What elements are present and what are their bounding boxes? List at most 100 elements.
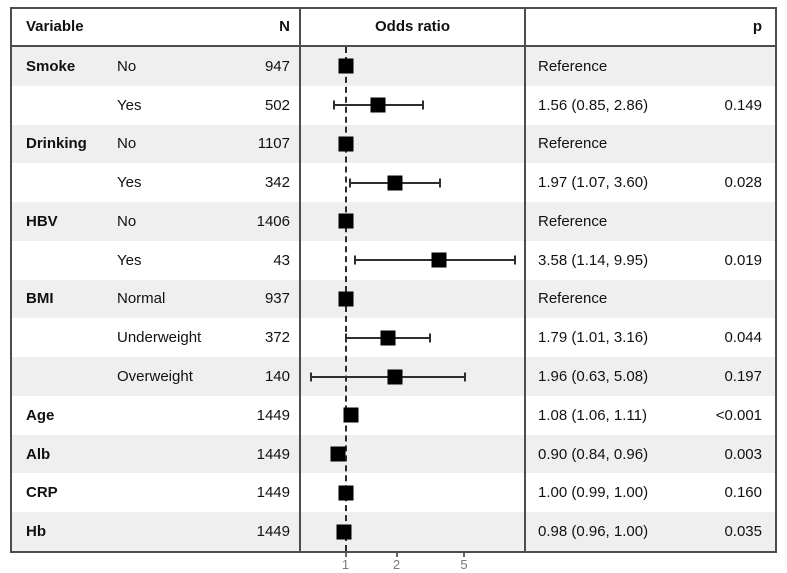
table-row: Alb 1449 0.90 (0.84, 0.96) 0.003: [12, 434, 775, 474]
axis-tick-label: 5: [460, 557, 468, 572]
cell-level: No: [117, 57, 137, 75]
table-row: CRP 1449 1.00 (0.99, 1.00) 0.160: [12, 473, 775, 513]
cell-p-value: 0.160: [724, 484, 762, 502]
cell-or-text: 1.08 (1.06, 1.11): [538, 406, 647, 424]
table-row: Drinking No 1107 Reference: [12, 124, 775, 164]
table-row: Overweight 140 1.96 (0.63, 5.08) 0.197: [12, 357, 775, 396]
axis-tick-label: 2: [392, 557, 401, 572]
cell-n: 502: [264, 96, 290, 114]
cell-p-value: 0.044: [724, 329, 762, 347]
odds-ratio-marker: [338, 485, 353, 501]
table-row: Age 1449 1.08 (1.06, 1.11) <0.001: [12, 395, 775, 435]
column-header-n: N: [279, 18, 290, 35]
ci-whisker-cap: [438, 178, 441, 188]
cell-level: Yes: [117, 96, 142, 114]
ci-whisker-cap: [421, 100, 424, 110]
ci-whisker-cap: [464, 372, 467, 381]
cell-or-text: 1.56 (0.85, 2.86): [538, 96, 649, 114]
cell-n: 140: [264, 368, 290, 385]
cell-or-text: 1.96 (0.63, 5.08): [538, 368, 649, 385]
cell-variable: Alb: [26, 445, 51, 463]
odds-ratio-marker: [370, 97, 386, 113]
ci-whisker-cap: [332, 100, 335, 110]
cell-variable: Age: [26, 406, 55, 424]
cell-n: 947: [264, 57, 290, 75]
cell-variable: Smoke: [26, 57, 76, 75]
table-header-row: Variable N Odds ratio p: [12, 9, 775, 47]
cell-n: 937: [264, 290, 290, 308]
cell-or-text: 3.58 (1.14, 9.95): [538, 251, 649, 269]
cell-variable: BMI: [26, 290, 54, 308]
cell-or-text: 1.97 (1.07, 3.60): [538, 174, 649, 192]
panel-divider-left: [299, 9, 301, 551]
ci-whisker-cap: [429, 333, 432, 343]
cell-variable: HBV: [26, 212, 58, 230]
odds-ratio-marker: [336, 524, 352, 540]
cell-level: No: [117, 135, 137, 153]
cell-or-text: Reference: [538, 135, 608, 153]
cell-variable: CRP: [26, 484, 58, 502]
odds-ratio-marker: [338, 213, 353, 229]
table-row: Yes 502 1.56 (0.85, 2.86) 0.149: [12, 85, 775, 125]
axis-tick-mark: [395, 553, 398, 557]
cell-level: Normal: [117, 290, 166, 308]
odds-ratio-marker: [338, 291, 353, 307]
cell-n: 1449: [256, 406, 290, 424]
cell-n: 1406: [256, 212, 290, 230]
cell-p-value: 0.035: [724, 523, 762, 541]
cell-p-value: 0.149: [724, 96, 762, 114]
odds-ratio-marker: [338, 136, 353, 152]
table-row: BMI Normal 937 Reference: [12, 279, 775, 319]
cell-or-text: Reference: [538, 212, 608, 230]
forest-table: Variable N Odds ratio p Smoke No 947 Refere…: [10, 7, 777, 553]
axis-tick-mark: [462, 553, 465, 557]
x-axis: 1 2 5: [12, 553, 775, 573]
cell-n: 1449: [256, 523, 290, 541]
table-row: HBV No 1406 Reference: [12, 202, 775, 241]
table-row: Yes 342 1.97 (1.07, 3.60) 0.028: [12, 163, 775, 203]
cell-level: Underweight: [117, 329, 202, 347]
cell-n: 1449: [256, 484, 290, 502]
cell-or-text: 0.98 (0.96, 1.00): [538, 523, 649, 541]
cell-or-text: Reference: [538, 290, 608, 308]
odds-ratio-marker: [380, 330, 396, 346]
column-header-p: p: [752, 18, 762, 35]
panel-divider-right: [524, 9, 526, 551]
table-row: Smoke No 947 Reference: [12, 47, 775, 86]
cell-variable: Hb: [26, 523, 46, 541]
cell-variable: Drinking: [26, 135, 87, 153]
ci-whisker-cap: [349, 178, 352, 188]
odds-ratio-marker: [431, 252, 447, 268]
odds-ratio-marker: [387, 369, 403, 384]
table-row: Underweight 372 1.79 (1.01, 3.16) 0.044: [12, 318, 775, 358]
column-header-variable: Variable: [26, 18, 84, 35]
cell-or-text: 1.00 (0.99, 1.00): [538, 484, 649, 502]
cell-p-value: 0.003: [724, 445, 762, 463]
cell-or-text: 0.90 (0.84, 0.96): [538, 445, 649, 463]
table-row: Hb 1449 0.98 (0.96, 1.00) 0.035: [12, 512, 775, 551]
cell-n: 1449: [256, 445, 290, 463]
odds-ratio-marker: [338, 58, 353, 74]
odds-ratio-marker: [387, 175, 403, 191]
cell-level: Yes: [117, 174, 142, 192]
cell-p-value: 0.028: [724, 174, 762, 192]
table-row: Yes 43 3.58 (1.14, 9.95) 0.019: [12, 240, 775, 280]
cell-p-value: 0.197: [724, 368, 762, 385]
cell-p-value: <0.001: [715, 406, 762, 424]
table-body: Smoke No 947 Reference Yes 502 1.56 (0.85, 2.8…: [12, 47, 775, 551]
cell-n: 342: [264, 174, 290, 192]
axis-tick-label: 1: [341, 557, 350, 572]
axis-tick-mark: [344, 553, 347, 557]
cell-n: 372: [264, 329, 290, 347]
cell-level: Overweight: [117, 368, 193, 385]
odds-ratio-marker: [330, 446, 346, 462]
column-header-odds-ratio: Odds ratio: [374, 18, 450, 35]
ci-whisker-cap: [354, 255, 357, 265]
odds-ratio-marker: [343, 407, 359, 423]
cell-n: 1107: [257, 135, 290, 153]
cell-level: No: [117, 212, 137, 230]
cell-or-text: Reference: [538, 57, 608, 75]
cell-or-text: 1.79 (1.01, 3.16): [538, 329, 649, 347]
cell-level: Yes: [117, 251, 142, 269]
